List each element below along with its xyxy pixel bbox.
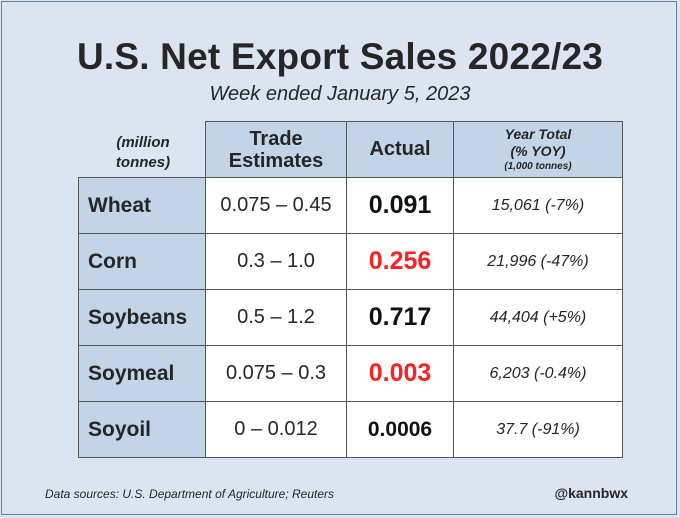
row-name: Wheat — [78, 177, 206, 234]
header-corner — [79, 122, 206, 178]
row-actual: 0.091 — [346, 177, 454, 234]
header-year-line2: (% YOY) — [510, 142, 566, 159]
header-year-line3: (1,000 tonnes) — [504, 160, 572, 172]
row-estimate: 0.5 – 1.2 — [205, 289, 347, 346]
row-name: Corn — [78, 233, 206, 290]
row-estimate: 0.3 – 1.0 — [205, 233, 347, 290]
header-year-line1: Year Total — [504, 125, 572, 142]
page-title: U.S. Net Export Sales 2022/23 — [76, 36, 604, 77]
row-year-total: 37.7 (-91%) — [453, 401, 623, 458]
row-year-total: 21,996 (-47%) — [453, 233, 623, 290]
author-handle: @kannbwx — [554, 485, 628, 501]
row-actual: 0.256 — [346, 233, 454, 290]
table-row: Wheat 0.075 – 0.45 0.091 15,061 (-7%) — [78, 177, 623, 234]
row-year-total: 15,061 (-7%) — [453, 177, 623, 234]
data-source-note: Data sources: U.S. Department of Agricul… — [45, 487, 335, 501]
table-row: Soymeal 0.075 – 0.3 0.003 6,203 (-0.4%) — [78, 345, 623, 402]
header-trade-estimates: Trade Estimates — [205, 121, 347, 178]
units-label: (million tonnes) — [115, 134, 171, 171]
row-year-total: 6,203 (-0.4%) — [453, 345, 623, 402]
header-year-total: Year Total (% YOY) (1,000 tonnes) — [453, 121, 623, 178]
row-name: Soyoil — [78, 401, 206, 458]
row-estimate: 0 – 0.012 — [205, 401, 347, 458]
table-row: Soyoil 0 – 0.012 0.0006 37.7 (-91%) — [78, 401, 623, 458]
row-name: Soymeal — [78, 345, 206, 402]
header-row: Trade Estimates Actual Year Total (% YOY… — [79, 121, 623, 178]
row-estimate: 0.075 – 0.45 — [205, 177, 347, 234]
table-row: Soybeans 0.5 – 1.2 0.717 44,404 (+5%) — [78, 289, 623, 346]
row-actual: 0.0006 — [346, 401, 454, 458]
row-name: Soybeans — [78, 289, 206, 346]
row-actual: 0.003 — [346, 345, 454, 402]
row-estimate: 0.075 – 0.3 — [205, 345, 347, 402]
export-sales-table: Trade Estimates Actual Year Total (% YOY… — [78, 121, 623, 458]
row-year-total: 44,404 (+5%) — [453, 289, 623, 346]
row-actual: 0.717 — [346, 289, 454, 346]
page-subtitle: Week ended January 5, 2023 — [209, 83, 471, 105]
table-row: Corn 0.3 – 1.0 0.256 21,996 (-47%) — [78, 233, 623, 290]
header-actual: Actual — [346, 121, 454, 178]
